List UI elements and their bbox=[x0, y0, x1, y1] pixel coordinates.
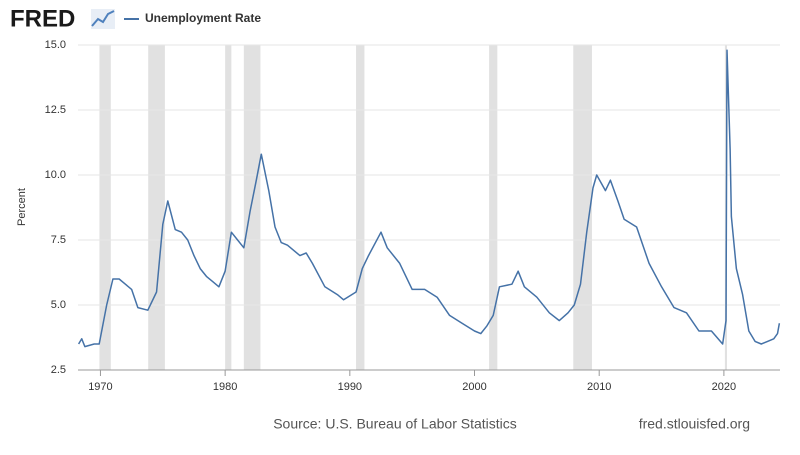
x-tick-label: 2010 bbox=[587, 381, 611, 393]
x-tick-label: 2020 bbox=[712, 381, 736, 393]
x-tick-label: 1980 bbox=[213, 381, 237, 393]
plot-area: 2.5 5.0 7.5 10.0 12.5 15.0 1970 1980 1990 2000 201… bbox=[45, 39, 781, 393]
logo-icon bbox=[91, 9, 115, 29]
y-tick-label: 12.5 bbox=[45, 104, 66, 116]
y-tick-label: 7.5 bbox=[51, 234, 66, 246]
recession-band bbox=[225, 45, 232, 370]
y-axis-label: Percent bbox=[16, 188, 28, 226]
data-line bbox=[77, 49, 781, 348]
logo: FRED bbox=[10, 5, 75, 32]
y-tick-label: 15.0 bbox=[45, 39, 66, 51]
recession-band bbox=[148, 45, 165, 370]
recession-band bbox=[243, 45, 261, 370]
recession-band bbox=[489, 45, 498, 370]
legend-label: Unemployment Rate bbox=[145, 11, 261, 25]
recession-band bbox=[573, 45, 592, 370]
y-tick-label: 10.0 bbox=[45, 169, 66, 181]
x-tick-label: 1990 bbox=[338, 381, 362, 393]
recession-band bbox=[356, 45, 365, 370]
y-tick-label: 2.5 bbox=[51, 364, 66, 376]
recession-band bbox=[99, 45, 111, 370]
x-tick-label: 1970 bbox=[88, 381, 112, 393]
url: fred.stlouisfed.org bbox=[639, 416, 750, 432]
y-tick-label: 5.0 bbox=[51, 299, 66, 311]
source: Source: U.S. Bureau of Labor Statistics bbox=[273, 416, 517, 432]
x-tick-label: 2000 bbox=[462, 381, 486, 393]
